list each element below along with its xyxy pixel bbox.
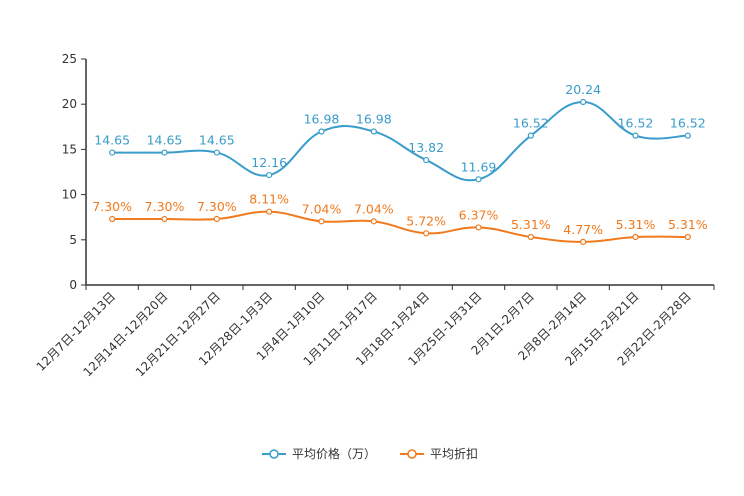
data-label: 5.72%: [406, 213, 446, 228]
data-label: 5.31%: [668, 217, 708, 232]
data-label: 14.65: [199, 133, 235, 148]
legend[interactable]: 平均价格（万） 平均折扣: [262, 446, 478, 461]
y-tick-label: 20: [62, 97, 77, 111]
data-point[interactable]: [423, 156, 430, 164]
legend-label: 平均价格（万）: [292, 446, 376, 461]
data-label: 16.52: [670, 116, 706, 131]
data-label: 7.04%: [354, 201, 394, 216]
data-point[interactable]: [213, 215, 220, 223]
y-tick-label: 15: [62, 142, 77, 156]
data-label: 20.24: [565, 82, 601, 97]
data-point[interactable]: [527, 233, 534, 241]
data-point[interactable]: [370, 218, 377, 225]
data-point[interactable]: [527, 132, 534, 139]
series-2: [109, 208, 691, 245]
data-point[interactable]: [475, 176, 482, 183]
data-point[interactable]: [109, 149, 116, 156]
data-point[interactable]: [318, 218, 325, 225]
data-point[interactable]: [266, 208, 273, 215]
data-point[interactable]: [213, 149, 220, 156]
data-point[interactable]: [318, 128, 325, 135]
data-label: 16.98: [304, 112, 340, 127]
series-1: [109, 98, 691, 183]
data-label: 7.04%: [302, 201, 342, 216]
data-point[interactable]: [684, 132, 691, 139]
data-point[interactable]: [423, 230, 430, 237]
legend-swatch-marker: [407, 449, 417, 459]
data-point[interactable]: [632, 132, 639, 139]
data-point[interactable]: [370, 128, 377, 135]
data-label: 16.52: [618, 116, 654, 131]
data-label: 5.31%: [511, 217, 551, 232]
data-label: 11.69: [461, 159, 497, 174]
legend-label: 平均折扣: [430, 446, 478, 461]
data-point[interactable]: [475, 224, 482, 231]
data-label: 7.30%: [197, 199, 237, 214]
y-tick-label: 25: [62, 52, 77, 66]
series-layer: [109, 98, 691, 245]
y-tick-label: 5: [69, 233, 77, 247]
data-label: 7.30%: [145, 199, 185, 214]
data-point[interactable]: [266, 171, 273, 179]
legend-item-1[interactable]: 平均价格（万）: [262, 446, 376, 461]
data-point[interactable]: [580, 238, 587, 245]
data-labels: 14.65 14.65 14.65 12.16 16.98 16.98 13.82 11.69…: [92, 82, 707, 237]
data-label: 14.65: [147, 133, 183, 148]
series-line: [112, 210, 688, 243]
data-label: 12.16: [251, 155, 287, 170]
data-label: 14.65: [94, 133, 130, 148]
data-label: 4.77%: [563, 222, 603, 237]
data-point[interactable]: [632, 233, 639, 241]
data-label: 8.11%: [249, 192, 289, 207]
data-point[interactable]: [109, 215, 116, 223]
legend-swatch-marker: [269, 449, 279, 459]
data-label: 16.52: [513, 116, 549, 131]
data-point[interactable]: [684, 233, 691, 241]
legend-item-2[interactable]: 平均折扣: [400, 446, 478, 461]
data-label: 6.37%: [459, 207, 499, 222]
data-label: 13.82: [408, 140, 444, 155]
data-label: 7.30%: [92, 199, 132, 214]
y-tick-label: 10: [62, 188, 77, 202]
y-tick-label: 0: [69, 278, 77, 292]
data-point[interactable]: [161, 215, 168, 223]
data-label: 16.98: [356, 112, 392, 127]
data-label: 5.31%: [616, 217, 656, 232]
data-point[interactable]: [580, 98, 587, 106]
data-point[interactable]: [161, 149, 168, 156]
